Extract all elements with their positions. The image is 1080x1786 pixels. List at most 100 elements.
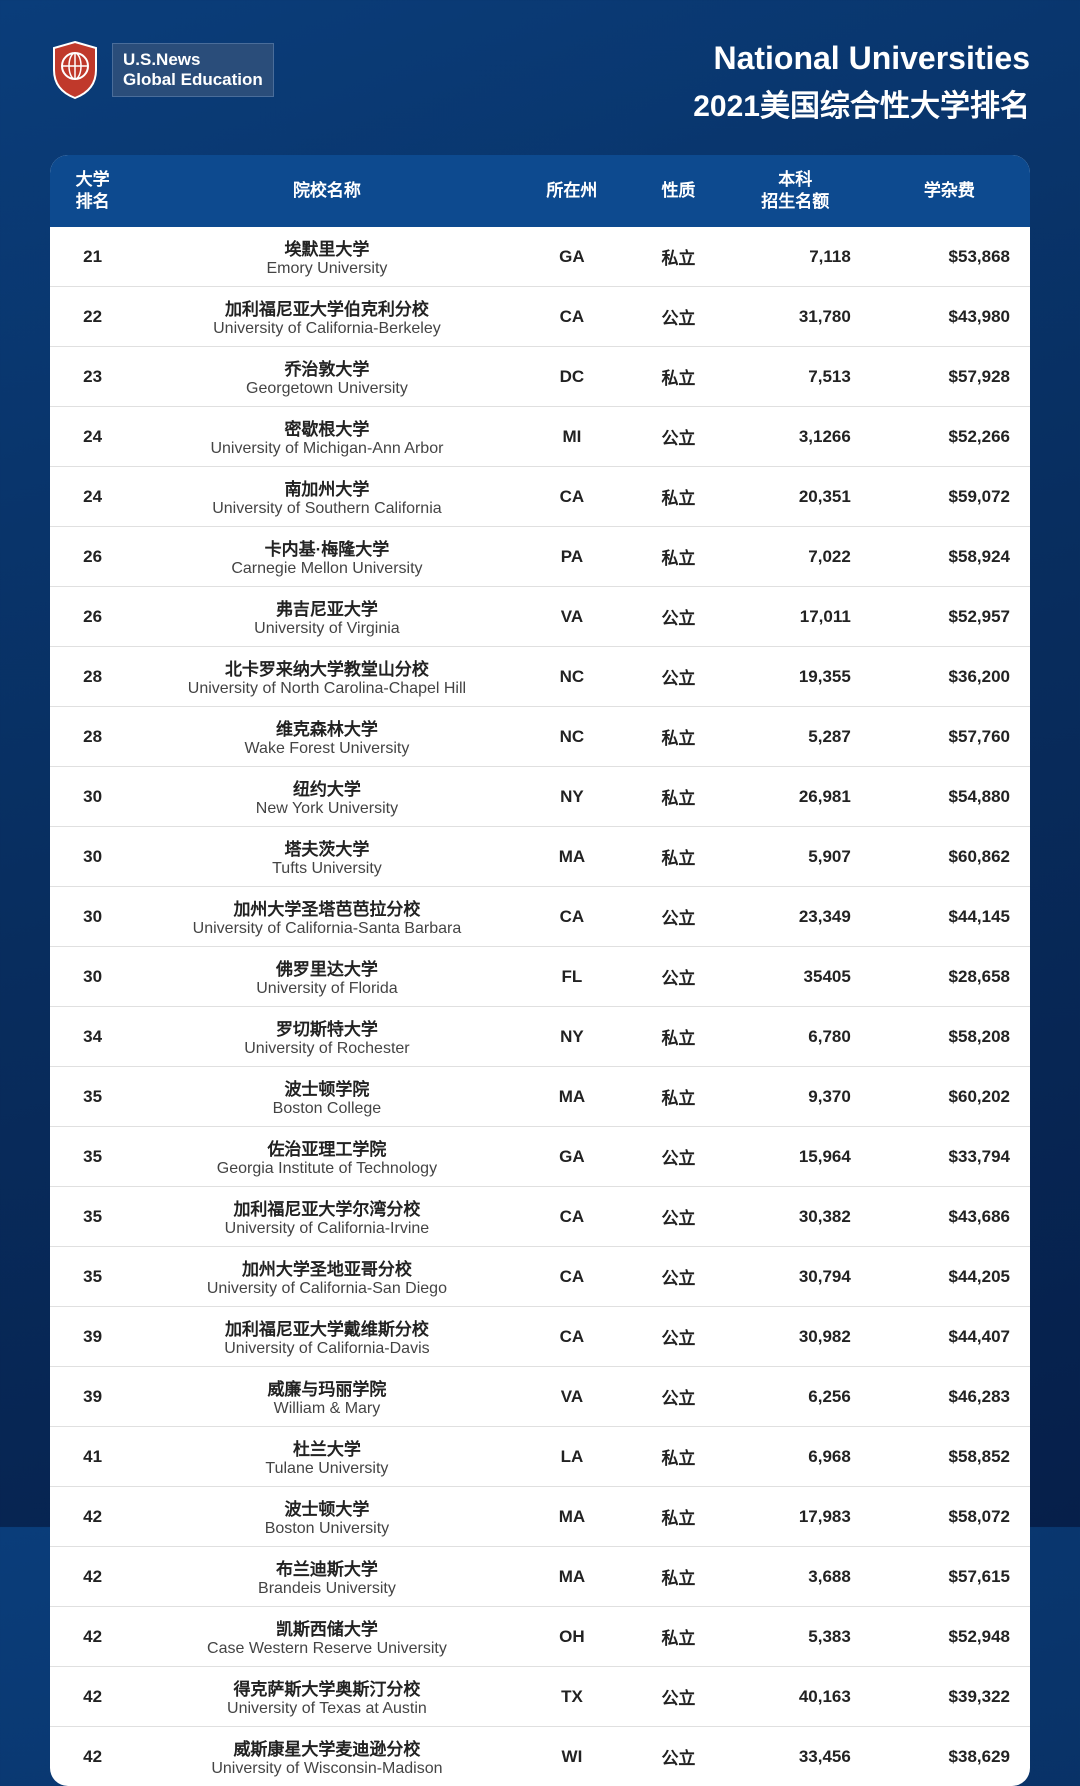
cell-type: 私立: [625, 1067, 732, 1127]
table-row: 39威廉与玛丽学院William & MaryVA公立6,256$46,283: [50, 1367, 1030, 1427]
cell-fee: $58,924: [881, 527, 1030, 587]
table-row: 42凯斯西储大学Case Western Reserve UniversityO…: [50, 1607, 1030, 1667]
table-row: 42波士顿大学Boston UniversityMA私立17,983$58,07…: [50, 1487, 1030, 1547]
col-header-fee: 学杂费: [881, 155, 1030, 227]
cell-fee: $53,868: [881, 227, 1030, 287]
name-chinese: 波士顿大学: [145, 1495, 508, 1520]
cell-rank: 28: [50, 707, 135, 767]
name-english: Georgia Institute of Technology: [145, 1160, 508, 1178]
cell-state: NC: [519, 647, 626, 707]
cell-fee: $58,852: [881, 1427, 1030, 1487]
cell-type: 公立: [625, 1727, 732, 1786]
table-row: 26卡内基·梅隆大学Carnegie Mellon UniversityPA私立…: [50, 527, 1030, 587]
cell-name: 卡内基·梅隆大学Carnegie Mellon University: [135, 527, 518, 587]
cell-type: 私立: [625, 1547, 732, 1607]
cell-name: 北卡罗来纳大学教堂山分校University of North Carolina…: [135, 647, 518, 707]
cell-rank: 28: [50, 647, 135, 707]
table-row: 24密歇根大学University of Michigan-Ann ArborM…: [50, 407, 1030, 467]
cell-type: 公立: [625, 587, 732, 647]
cell-enroll: 30,982: [732, 1307, 881, 1367]
cell-fee: $57,928: [881, 347, 1030, 407]
cell-enroll: 33,456: [732, 1727, 881, 1786]
table-row: 35佐治亚理工学院Georgia Institute of Technology…: [50, 1127, 1030, 1187]
cell-name: 密歇根大学University of Michigan-Ann Arbor: [135, 407, 518, 467]
cell-enroll: 5,383: [732, 1607, 881, 1667]
name-chinese: 波士顿学院: [145, 1075, 508, 1100]
table-row: 30佛罗里达大学University of FloridaFL公立35405$2…: [50, 947, 1030, 1007]
cell-name: 波士顿大学Boston University: [135, 1487, 518, 1547]
cell-type: 私立: [625, 527, 732, 587]
table-row: 24南加州大学University of Southern California…: [50, 467, 1030, 527]
cell-type: 私立: [625, 1007, 732, 1067]
cell-enroll: 9,370: [732, 1067, 881, 1127]
col-header-name: 院校名称: [135, 155, 518, 227]
name-chinese: 加利福尼亚大学伯克利分校: [145, 295, 508, 320]
cell-state: NC: [519, 707, 626, 767]
cell-name: 乔治敦大学Georgetown University: [135, 347, 518, 407]
name-chinese: 威廉与玛丽学院: [145, 1375, 508, 1400]
cell-fee: $59,072: [881, 467, 1030, 527]
cell-rank: 24: [50, 407, 135, 467]
table-row: 22加利福尼亚大学伯克利分校University of California-B…: [50, 287, 1030, 347]
table-row: 26弗吉尼亚大学University of VirginiaVA公立17,011…: [50, 587, 1030, 647]
cell-fee: $57,760: [881, 707, 1030, 767]
cell-fee: $44,145: [881, 887, 1030, 947]
name-chinese: 罗切斯特大学: [145, 1015, 508, 1040]
cell-rank: 21: [50, 227, 135, 287]
name-english: University of California-San Diego: [145, 1280, 508, 1298]
cell-name: 加利福尼亚大学戴维斯分校University of California-Dav…: [135, 1307, 518, 1367]
name-english: University of Michigan-Ann Arbor: [145, 440, 508, 458]
cell-fee: $44,205: [881, 1247, 1030, 1307]
cell-state: MA: [519, 1487, 626, 1547]
cell-state: CA: [519, 1187, 626, 1247]
cell-rank: 35: [50, 1247, 135, 1307]
cell-enroll: 6,780: [732, 1007, 881, 1067]
name-english: Case Western Reserve University: [145, 1640, 508, 1658]
name-chinese: 凯斯西储大学: [145, 1615, 508, 1640]
name-english: University of California-Berkeley: [145, 320, 508, 338]
cell-name: 布兰迪斯大学Brandeis University: [135, 1547, 518, 1607]
name-english: Georgetown University: [145, 380, 508, 398]
cell-enroll: 15,964: [732, 1127, 881, 1187]
cell-fee: $38,629: [881, 1727, 1030, 1786]
cell-state: WI: [519, 1727, 626, 1786]
cell-state: CA: [519, 287, 626, 347]
cell-name: 波士顿学院Boston College: [135, 1067, 518, 1127]
name-english: Boston University: [145, 1520, 508, 1538]
cell-state: NY: [519, 767, 626, 827]
cell-type: 私立: [625, 1607, 732, 1667]
table-row: 28维克森林大学Wake Forest UniversityNC私立5,287$…: [50, 707, 1030, 767]
cell-state: VA: [519, 1367, 626, 1427]
table-row: 30加州大学圣塔芭芭拉分校University of California-Sa…: [50, 887, 1030, 947]
cell-fee: $52,948: [881, 1607, 1030, 1667]
cell-fee: $52,266: [881, 407, 1030, 467]
table-row: 30塔夫茨大学Tufts UniversityMA私立5,907$60,862: [50, 827, 1030, 887]
name-english: Carnegie Mellon University: [145, 560, 508, 578]
cell-type: 公立: [625, 647, 732, 707]
cell-name: 加利福尼亚大学伯克利分校University of California-Ber…: [135, 287, 518, 347]
cell-name: 得克萨斯大学奥斯汀分校University of Texas at Austin: [135, 1667, 518, 1727]
cell-type: 私立: [625, 827, 732, 887]
cell-rank: 26: [50, 587, 135, 647]
name-english: University of North Carolina-Chapel Hill: [145, 680, 508, 698]
cell-state: MI: [519, 407, 626, 467]
name-chinese: 威斯康星大学麦迪逊分校: [145, 1735, 508, 1760]
cell-fee: $43,686: [881, 1187, 1030, 1247]
cell-type: 私立: [625, 347, 732, 407]
cell-type: 公立: [625, 1307, 732, 1367]
cell-type: 私立: [625, 707, 732, 767]
cell-state: MA: [519, 1547, 626, 1607]
name-english: Tulane University: [145, 1460, 508, 1478]
title-chinese: 2021美国综合性大学排名: [693, 81, 1030, 125]
cell-enroll: 26,981: [732, 767, 881, 827]
table-row: 39加利福尼亚大学戴维斯分校University of California-D…: [50, 1307, 1030, 1367]
cell-enroll: 6,256: [732, 1367, 881, 1427]
cell-rank: 42: [50, 1727, 135, 1786]
cell-enroll: 5,907: [732, 827, 881, 887]
cell-enroll: 31,780: [732, 287, 881, 347]
cell-state: VA: [519, 587, 626, 647]
cell-rank: 35: [50, 1127, 135, 1187]
cell-enroll: 3,688: [732, 1547, 881, 1607]
cell-name: 罗切斯特大学University of Rochester: [135, 1007, 518, 1067]
cell-enroll: 19,355: [732, 647, 881, 707]
